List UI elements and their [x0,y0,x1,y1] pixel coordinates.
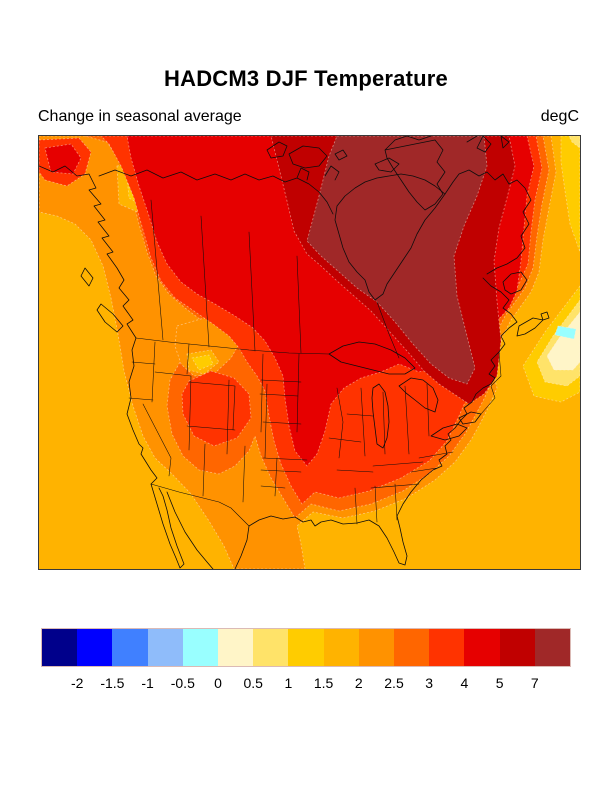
colorbar-cell-9 [358,629,395,666]
coastline-arctic-islands [266,136,510,211]
colorbar-tick-label: 0.5 [243,675,263,691]
colorbar-cell-14 [534,629,571,666]
colorbar-cell-11 [429,629,465,666]
border-canada-provinces [150,199,400,359]
colorbar-tick-label: 2.5 [384,675,404,691]
colorbar-cell-6 [253,629,289,666]
colorbar-labels: -2 -1.5 -1 -0.5 0 0.5 1 1.5 2 2.5 3 4 5 7 [42,675,570,693]
coastline-vancouver-island [80,267,124,333]
coastline-nova-scotia [516,311,550,337]
contour-strip-ne-gold [560,136,580,253]
colorbar-cell-8 [323,629,359,666]
coastline-newfoundland [502,271,528,295]
contour-map-svg [39,136,580,569]
colorbar-cell-3 [147,629,183,666]
colorbar-cell-2 [112,629,148,666]
border-us-canada [135,337,502,415]
colorbar-tick-label: 2 [354,675,363,691]
colorbar-tick-label: -0.5 [170,675,195,691]
contour-anomaly-cream [546,311,580,371]
colorbar-cell-7 [288,629,324,666]
contour-anomaly-cyan [554,325,577,340]
colorbar-cell-1 [77,629,113,666]
colorbar-tick-label: 1.5 [313,675,334,691]
coastline-great-lakes [328,341,482,449]
colorbar-cell-5 [218,629,254,666]
border-us-mexico [150,483,250,527]
coastline-hudson-bay [334,173,446,301]
colorbar-cell-12 [464,629,500,666]
colorbar-tick-label: 1 [284,675,293,691]
colorbar-cell-0 [42,629,78,666]
contour-patch-alaska-4-5 [44,143,82,175]
colorbar-cell-13 [499,629,535,666]
colorbar-tick-label: 4 [460,675,469,691]
units-label: degC [540,108,579,125]
contour-patch-idaho-gold [191,354,214,371]
colorbar-tick-label: 3 [425,675,434,691]
colorbar-tick-label: 5 [495,675,504,691]
page-title: HADCM3 DJF Temperature [164,66,448,91]
colorbar-tick-label: -1.5 [100,675,125,691]
colorbar-tick-label: -1 [141,675,154,691]
coastline-southampton-island [374,157,400,173]
colorbar-tick-label: 7 [530,675,539,691]
colorbar-cell-4 [182,629,219,666]
colorbar-tick-label: -2 [70,675,84,691]
map-canvas [38,135,581,570]
coastline-arctic-mainland [98,165,340,215]
subtitle-row: Change in seasonal average degC [38,108,579,126]
contour-strip-ne-lightyellow [568,136,580,149]
border-us-states [128,341,454,525]
colorbar-tick-label: 0 [214,675,222,691]
coastline-labrador-ungava [444,169,532,275]
colorbar-cell-10 [394,629,430,666]
subtitle-left: Change in seasonal average [38,108,242,125]
coastline-pacific-gulf-atlantic [39,165,518,569]
colorbar [41,628,571,667]
